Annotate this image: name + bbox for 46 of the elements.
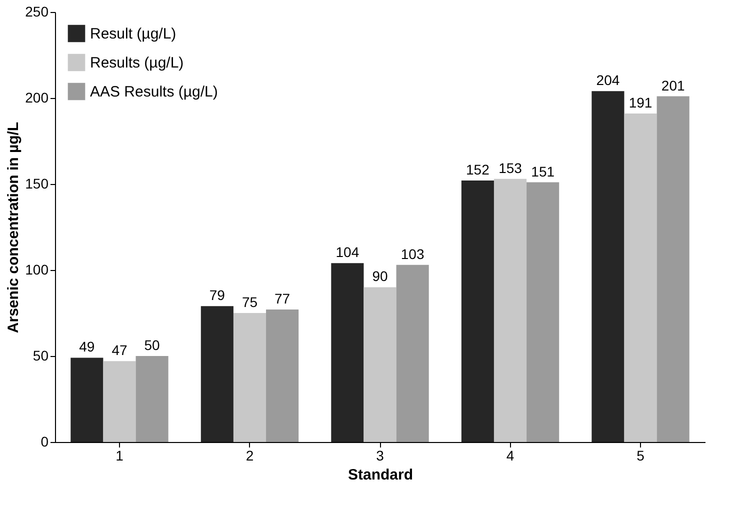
data-label: 201	[661, 77, 685, 94]
bar	[266, 310, 299, 442]
bar	[136, 356, 168, 442]
bar	[200, 306, 234, 442]
data-label: 191	[628, 94, 652, 110]
legend-label: AAS Results (µg/L)	[90, 84, 218, 100]
data-label: 75	[242, 294, 258, 310]
bar	[331, 263, 364, 442]
bar	[396, 264, 429, 442]
data-label: 49	[79, 338, 95, 355]
x-axis-title: Standard	[348, 466, 414, 484]
data-label: 90	[372, 268, 388, 284]
data-label: 151	[531, 163, 555, 180]
x-tick-label: 3	[376, 448, 384, 464]
data-label: 47	[112, 342, 128, 358]
data-label: 77	[274, 290, 290, 307]
bar	[70, 358, 104, 442]
bar	[103, 361, 136, 442]
data-label: 104	[336, 244, 360, 260]
bar	[526, 182, 560, 442]
bar	[624, 113, 657, 442]
y-tick-label: 250	[25, 4, 49, 20]
bar	[592, 91, 624, 442]
y-tick-label: 150	[25, 176, 49, 192]
bar	[494, 178, 527, 442]
x-tick-label: 5	[636, 448, 645, 464]
y-tick-label: 200	[25, 90, 49, 106]
y-axis-title: Arsenic concentration in µg/L	[5, 122, 22, 334]
legend-label: Results (µg/L)	[90, 54, 184, 72]
y-tick-label: 50	[32, 348, 49, 364]
legend-label: Result (µg/L)	[90, 26, 176, 42]
y-tick-label: 0	[40, 434, 49, 450]
data-label: 103	[400, 246, 424, 262]
data-label: 153	[498, 160, 522, 176]
x-tick-label: 1	[116, 448, 124, 464]
bar	[656, 96, 690, 442]
bar	[233, 313, 266, 442]
x-tick-label: 4	[506, 448, 514, 464]
data-label: 152	[466, 162, 490, 178]
bar	[364, 287, 396, 442]
data-label: 204	[596, 72, 620, 88]
data-label: 50	[144, 337, 160, 353]
y-tick-label: 100	[25, 262, 49, 278]
data-label: 79	[209, 287, 226, 304]
bar	[461, 180, 494, 442]
x-tick-label: 2	[246, 448, 254, 464]
